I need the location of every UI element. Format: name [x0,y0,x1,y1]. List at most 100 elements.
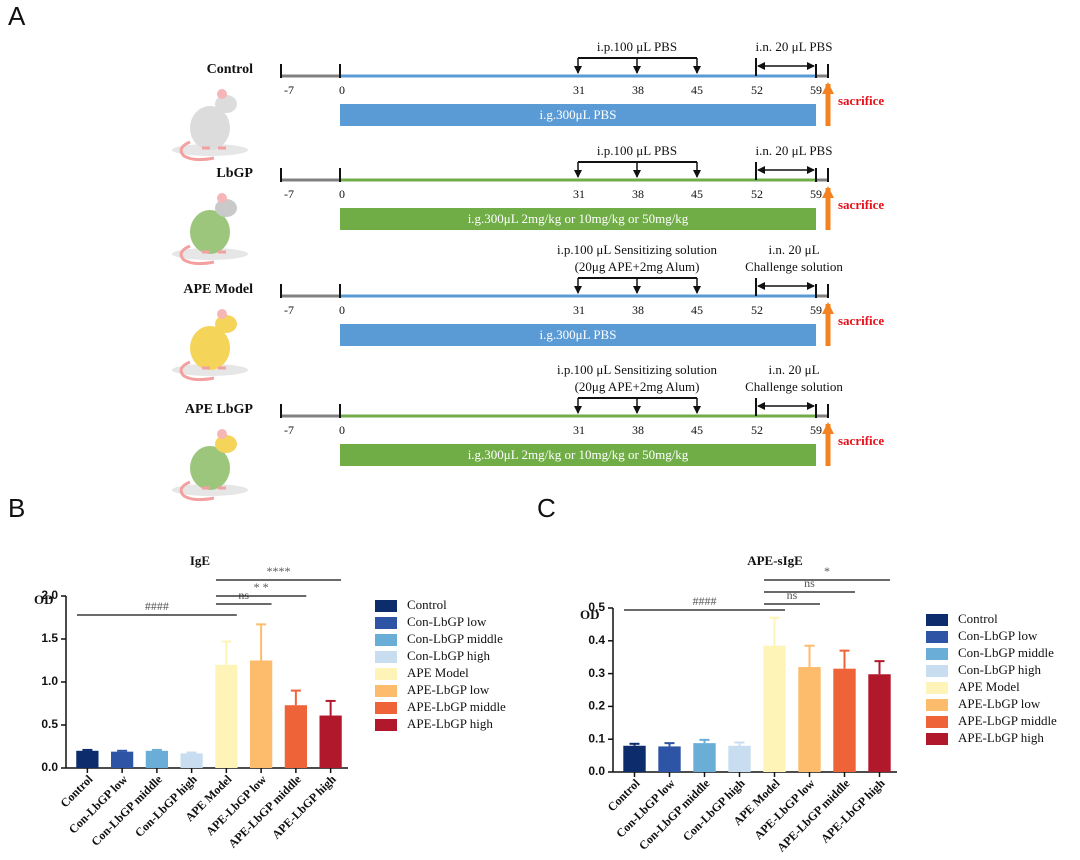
day-label: 59 [810,423,822,437]
mouse-head [215,95,237,113]
legend-swatch [375,719,397,731]
legend-swatch [375,668,397,680]
legend-label: APE-LbGP middle [958,713,1057,728]
day-label: 31 [573,303,585,317]
mouse-tail [179,360,215,382]
y-tick-label: 0.0 [588,764,605,778]
legend-swatch [926,631,948,643]
day-label: 38 [632,423,644,437]
day-label: 0 [339,303,345,317]
legend-label: Control [958,611,998,626]
legend-swatch [926,699,948,711]
in-label: i.n. 20 μL PBS [756,39,833,54]
day-label: 31 [573,423,585,437]
bar [728,745,751,772]
day-label: 52 [751,423,763,437]
mouse-body [190,326,230,370]
mouse-head [215,435,237,453]
day-label: 38 [632,83,644,97]
treatment-label: i.g.300μL PBS [540,107,617,122]
ip-label: i.p.100 μL PBS [597,39,677,54]
bar [180,753,203,768]
day-label: 0 [339,187,345,201]
legend-swatch [926,716,948,728]
group-label: APE LbGP [185,402,254,417]
y-tick-label: 0.1 [588,731,605,745]
bar [250,660,273,768]
bar [623,745,646,772]
x-tick-label: APE-LbGP high [818,776,888,846]
day-label: 59 [810,187,822,201]
treatment-label: i.g.300μL 2mg/kg or 10mg/kg or 50mg/kg [468,447,689,462]
mouse-ear [217,309,227,319]
in-label: i.n. 20 μL [768,242,819,257]
mouse-body [190,106,230,150]
ip-label: i.p.100 μL Sensitizing solution [557,242,717,257]
day-label: 52 [751,187,763,201]
day-label: 52 [751,83,763,97]
ip-label: (20μg APE+2mg Alum) [575,379,700,394]
treatment-bar [340,444,816,466]
mouse-tail [179,244,215,266]
day-label: 59 [810,303,822,317]
sacrifice-label: sacrifice [838,197,884,212]
sacrifice-label: sacrifice [838,313,884,328]
legend-swatch [926,665,948,677]
sacrifice-label: sacrifice [838,93,884,108]
day-label: -7 [284,83,294,97]
legend-label: Con-LbGP high [958,662,1041,677]
day-label: 31 [573,83,585,97]
legend-swatch [375,634,397,646]
mouse-ear [217,193,227,203]
chart-title: IgE [190,553,210,568]
mouse-body [190,446,230,490]
day-label: 52 [751,303,763,317]
legend-swatch [375,600,397,612]
bar [693,743,716,772]
panel-label: B [8,493,25,523]
in-label: Challenge solution [745,259,843,274]
mouse-head [215,199,237,217]
y-tick-label: 1.5 [41,631,58,645]
treatment-bar [340,208,816,230]
bar [763,645,786,772]
day-label: 38 [632,187,644,201]
legend-swatch [375,651,397,663]
bar [868,674,891,772]
bar [833,668,856,772]
legend-label: APE-LbGP high [407,716,493,731]
ip-label: i.p.100 μL Sensitizing solution [557,362,717,377]
bar [319,715,342,768]
bar [798,667,821,772]
significance-label: #### [145,599,169,613]
day-label: -7 [284,187,294,201]
legend-swatch [375,617,397,629]
bar [111,751,134,768]
y-tick-label: 0.2 [588,699,605,713]
day-label: 38 [632,303,644,317]
ip-label: (20μg APE+2mg Alum) [575,259,700,274]
x-tick-label: APE-LbGP low [203,772,269,838]
day-label: 31 [573,187,585,201]
ip-label: i.p.100 μL PBS [597,143,677,158]
y-tick-label: 0.0 [41,760,58,774]
day-label: 45 [691,187,703,201]
bar [215,664,238,768]
group-label: APE Model [183,282,253,297]
day-label: 0 [339,423,345,437]
x-tick-label: APE-LbGP low [751,776,817,842]
day-label: 45 [691,83,703,97]
group-label: LbGP [216,166,253,181]
mouse-ear [217,89,227,99]
in-label: Challenge solution [745,379,843,394]
significance-label: ns [804,576,815,590]
legend-label: Con-LbGP middle [958,645,1054,660]
in-label: i.n. 20 μL PBS [756,143,833,158]
y-tick-label: 1.0 [41,674,58,688]
bar [76,750,99,768]
treatment-bar [340,104,816,126]
y-tick-label: 0.5 [588,600,605,614]
day-label: 0 [339,83,345,97]
y-tick-label: 0.3 [588,666,605,680]
